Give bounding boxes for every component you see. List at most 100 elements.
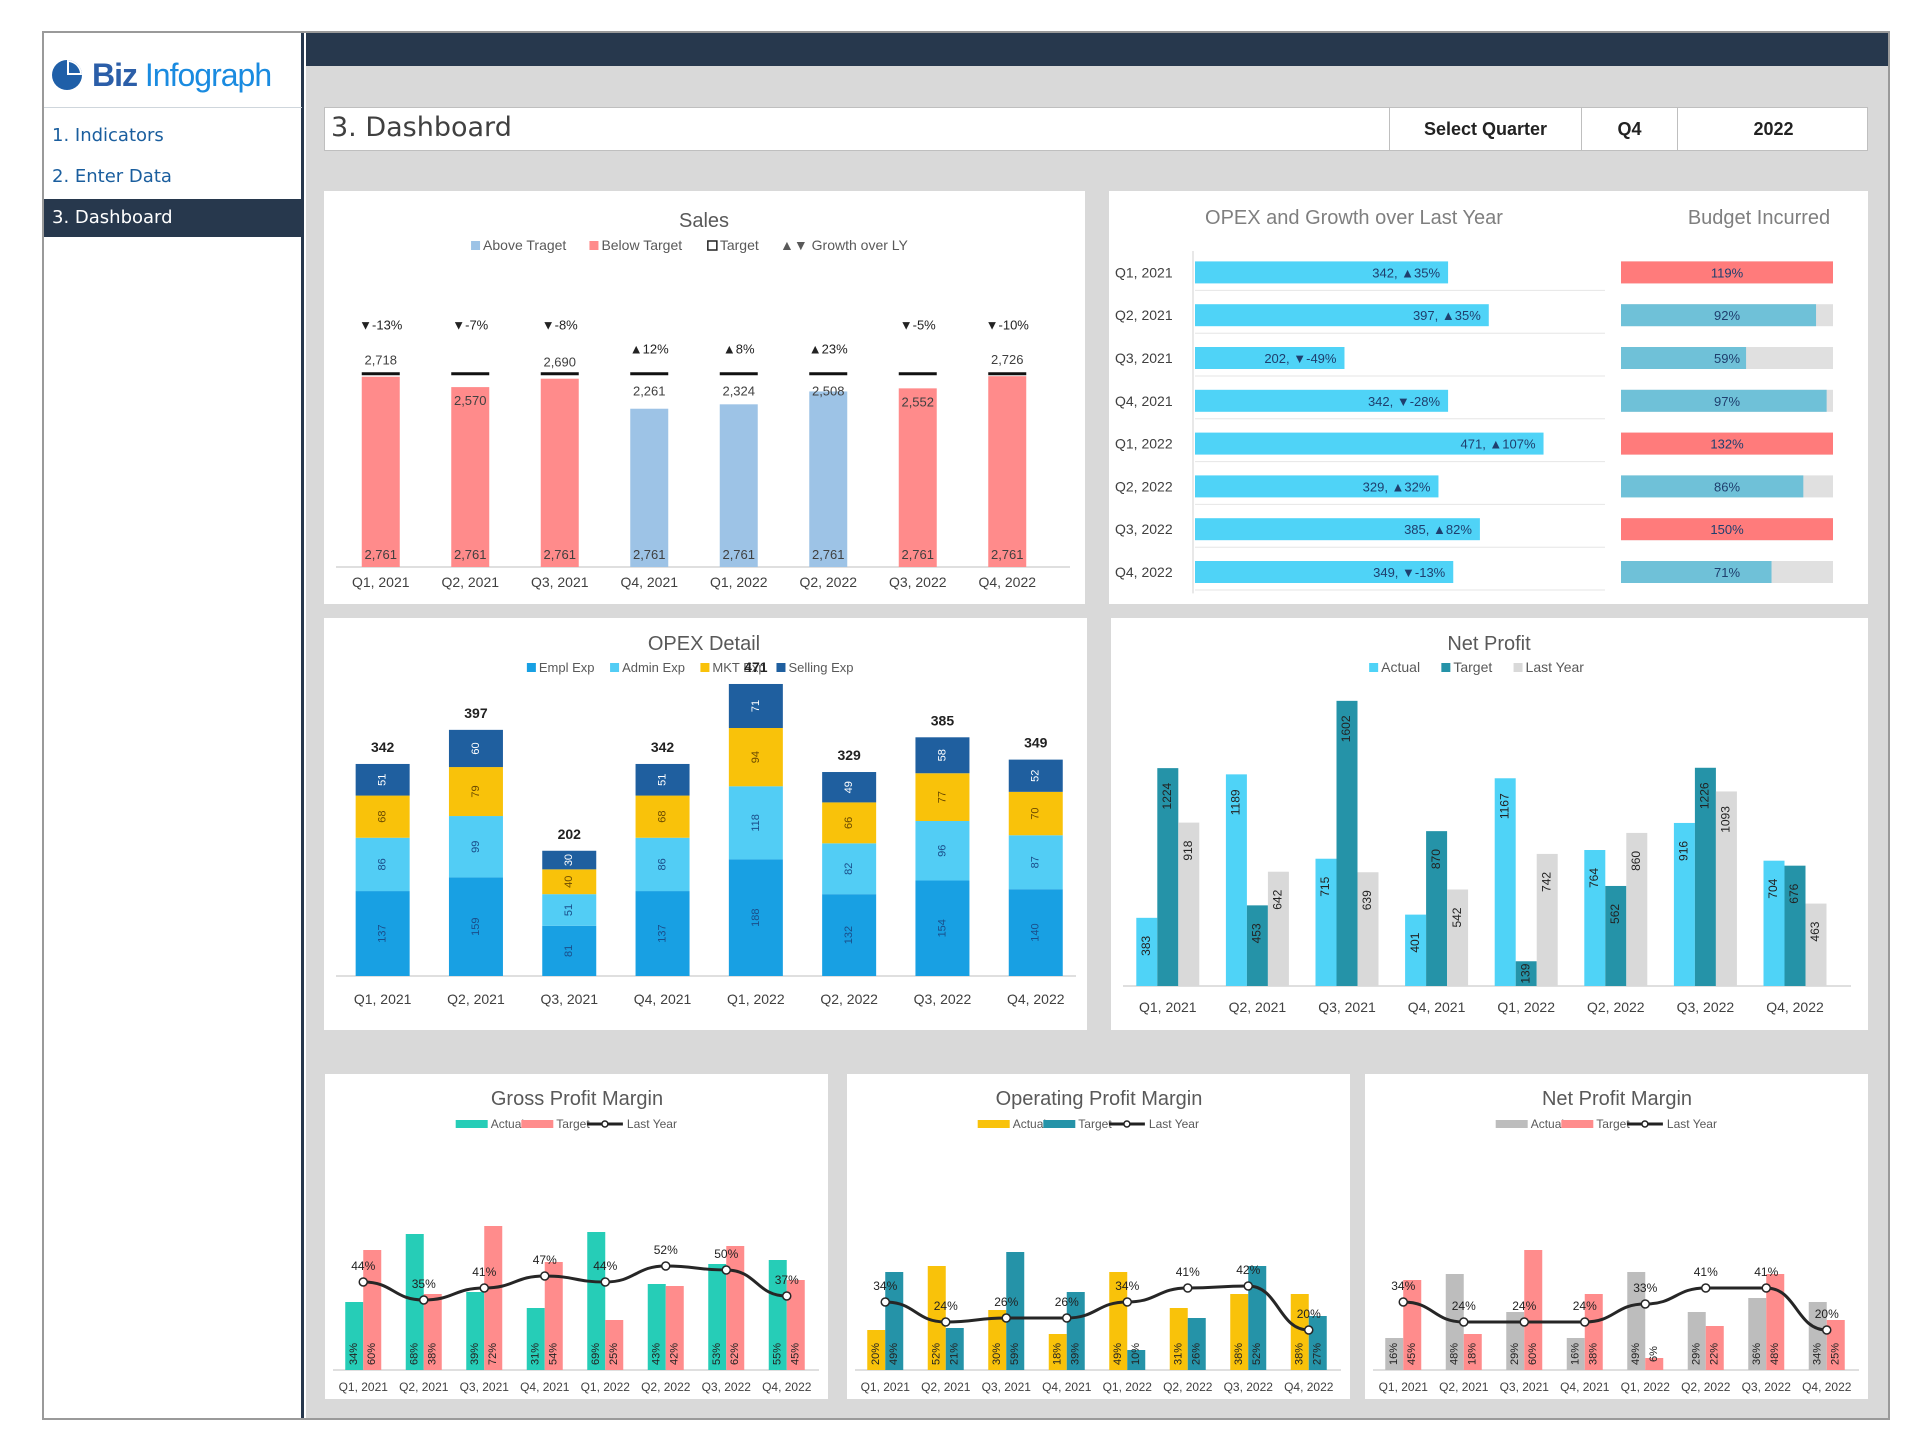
- x-tick-label: Q3, 2022: [1677, 999, 1735, 1015]
- margin-bar: [1463, 1334, 1482, 1370]
- margin-bar: [988, 1310, 1007, 1370]
- legend-line-dot: [601, 1120, 609, 1128]
- bar-value-label: 18%: [1467, 1343, 1479, 1365]
- sales-bar: [540, 378, 579, 567]
- last-year-label: 26%: [994, 1295, 1018, 1309]
- net-profit-bar: [1715, 791, 1737, 986]
- actual-value-label: 2,508: [812, 384, 845, 399]
- bar-value-label: 54%: [548, 1343, 560, 1365]
- legend-swatch: [1043, 1120, 1076, 1128]
- legend-label: Last Year: [627, 1117, 677, 1131]
- segment-value-label: 87: [1030, 856, 1042, 868]
- bar-value-label: 49%: [1112, 1343, 1124, 1365]
- chart-title: Net Profit: [1447, 633, 1531, 655]
- bar-value-label: 48%: [1769, 1343, 1781, 1365]
- chart-title: OPEX Detail: [648, 633, 760, 655]
- nav-item-dashboard[interactable]: 3. Dashboard: [44, 199, 302, 237]
- bar-value-label: 742: [1539, 872, 1553, 892]
- quarter-select[interactable]: Q4: [1581, 108, 1677, 150]
- sales-bar: [630, 408, 669, 567]
- y-tick-label: Q1, 2022: [1115, 436, 1173, 452]
- last-year-point: [419, 1295, 429, 1305]
- opex-stack-segment: [635, 837, 690, 892]
- x-tick-label: Q4, 2022: [1284, 1380, 1334, 1394]
- bar-value-label: 45%: [790, 1343, 802, 1365]
- net-profit-bar: [1405, 914, 1427, 986]
- budget-bar: [1621, 432, 1833, 455]
- growth-label: ▲12%: [630, 342, 669, 357]
- net-profit-bar: [1246, 905, 1268, 986]
- x-tick-label: Q3, 2021: [1500, 1380, 1550, 1394]
- margin-bar: [1230, 1294, 1249, 1370]
- y-tick-label: Q4, 2021: [1115, 393, 1173, 409]
- net-profit-bar: [1136, 917, 1158, 986]
- margin-bar: [605, 1320, 624, 1370]
- segment-value-label: 70: [1030, 807, 1042, 819]
- legend-label: Actual: [1381, 659, 1420, 675]
- segment-value-label: 159: [470, 918, 482, 936]
- chart-title: Sales: [679, 210, 729, 232]
- bar-value-label: 49%: [888, 1343, 900, 1365]
- x-tick-label: Q3, 2021: [1318, 999, 1376, 1015]
- opex-bar: [1195, 432, 1544, 455]
- bar-value-label: 870: [1429, 849, 1443, 869]
- margin-bar: [647, 1284, 666, 1370]
- total-label: 349: [1024, 735, 1048, 751]
- last-year-label: 41%: [1694, 1265, 1718, 1279]
- bar-value-label: 18%: [1052, 1343, 1064, 1365]
- year-select[interactable]: 2022: [1677, 108, 1869, 150]
- bar-value-label: 34%: [348, 1343, 360, 1365]
- bar-value-label: 562: [1608, 904, 1622, 924]
- last-year-label: 33%: [1633, 1281, 1657, 1295]
- margin-bar: [484, 1226, 503, 1370]
- sidebar: Biz Infograph 1. Indicators 2. Enter Dat…: [44, 33, 304, 1418]
- bar-value-label: 69%: [590, 1343, 602, 1365]
- bar-value-label: 52%: [931, 1343, 943, 1365]
- opex-stack-segment: [915, 737, 970, 774]
- bar-value-label: 16%: [1388, 1343, 1400, 1365]
- y-tick-label: Q2, 2022: [1115, 478, 1173, 494]
- opex-value-label: 471, ▲107%: [1461, 437, 1536, 452]
- total-label: 202: [558, 826, 582, 842]
- net-profit-bar: [1763, 860, 1785, 986]
- segment-value-label: 49: [843, 781, 855, 793]
- budget-bar: [1621, 561, 1772, 583]
- segment-value-label: 51: [656, 774, 668, 786]
- legend-label: Above Traget: [483, 237, 566, 253]
- margin-bar: [1385, 1338, 1404, 1370]
- opex-stack-segment: [915, 880, 970, 976]
- opex-stack-segment: [1008, 791, 1063, 836]
- total-label: 397: [464, 705, 488, 721]
- growth-label: ▲8%: [723, 342, 755, 357]
- last-year-point: [1459, 1317, 1469, 1327]
- margin-bar: [1705, 1326, 1724, 1370]
- nav-item-enter-data[interactable]: 2. Enter Data: [44, 158, 302, 196]
- pie-logo-icon: [52, 60, 82, 90]
- sales-bar: [451, 387, 490, 567]
- budget-bar: [1621, 518, 1833, 541]
- bar-value-label: 29%: [1509, 1343, 1521, 1365]
- x-tick-label: Q1, 2022: [1497, 999, 1555, 1015]
- y-tick-label: Q3, 2021: [1115, 350, 1173, 366]
- opex-stack-segment: [822, 802, 877, 844]
- legend-label: Actual: [1013, 1117, 1046, 1131]
- opex-bar: [1195, 389, 1449, 412]
- margin-bar: [1109, 1272, 1128, 1370]
- budget-bar: [1621, 304, 1817, 327]
- legend-swatch: [1369, 663, 1379, 672]
- last-year-label: 41%: [1754, 1265, 1778, 1279]
- margin-bar: [867, 1330, 886, 1370]
- sales-chart: Sales Above Traget Below Target Target ▲▼ Gr…: [336, 210, 1070, 590]
- bar-value-label: 642: [1271, 889, 1285, 909]
- bar-value-label: 38%: [1588, 1343, 1600, 1365]
- growth-label: ▼-10%: [986, 318, 1030, 333]
- bar-value-label: 1224: [1160, 782, 1174, 809]
- x-tick-label: Q4, 2022: [762, 1380, 812, 1394]
- bar-value-label: 25%: [1830, 1343, 1842, 1365]
- nav-item-indicators[interactable]: 1. Indicators: [44, 117, 302, 155]
- bar-value-label: 62%: [729, 1343, 741, 1365]
- legend-swatch: [707, 240, 718, 251]
- opex-value-label: 329, ▲32%: [1363, 479, 1431, 494]
- bar-value-label: 1093: [1719, 806, 1733, 833]
- last-year-label: 35%: [412, 1277, 436, 1291]
